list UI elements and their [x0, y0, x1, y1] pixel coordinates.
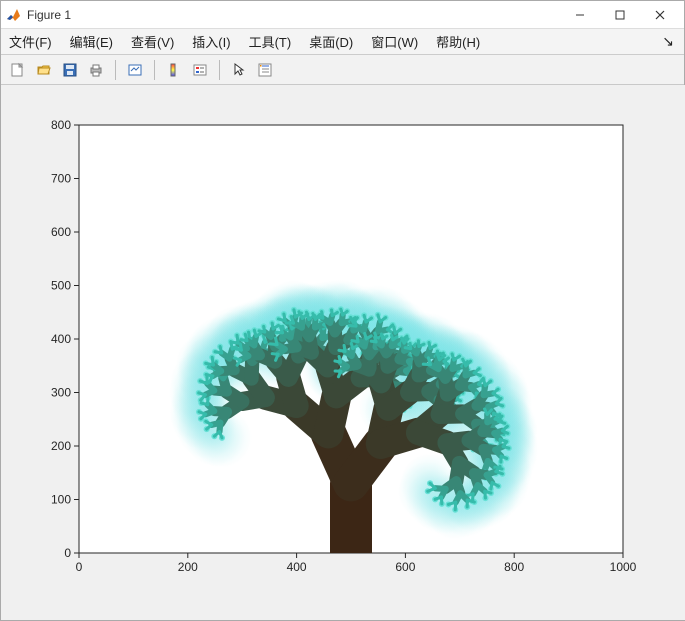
- svg-text:800: 800: [504, 560, 524, 574]
- svg-text:200: 200: [178, 560, 198, 574]
- menu-view[interactable]: 查看(V): [129, 30, 176, 53]
- plot-area: 0 200 400 600 800 1000 0 100 200 300 400 500 600 700 8…: [1, 85, 684, 620]
- figure-axes[interactable]: 0 200 400 600 800 1000 0 100 200 300 400 500 600 700 8…: [1, 85, 685, 620]
- toolbar: [1, 55, 684, 85]
- maximize-button[interactable]: [600, 1, 640, 29]
- matlab-logo-icon: [5, 7, 21, 23]
- menu-help[interactable]: 帮助(H): [434, 30, 482, 53]
- svg-text:500: 500: [51, 279, 71, 293]
- titlebar: Figure 1: [1, 1, 684, 29]
- minimize-button[interactable]: [560, 1, 600, 29]
- toolbar-separator: [115, 60, 116, 80]
- svg-text:800: 800: [51, 118, 71, 132]
- menu-desktop[interactable]: 桌面(D): [307, 30, 355, 53]
- svg-text:200: 200: [51, 439, 71, 453]
- colorbar-button[interactable]: [163, 59, 185, 81]
- new-figure-button[interactable]: [7, 59, 29, 81]
- legend-button[interactable]: [189, 59, 211, 81]
- menubar: 文件(F) 编辑(E) 查看(V) 插入(I) 工具(T) 桌面(D) 窗口(W…: [1, 29, 684, 55]
- inspect-button[interactable]: [254, 59, 276, 81]
- svg-text:0: 0: [64, 546, 71, 560]
- figure-window: Figure 1 文件(F) 编辑(E) 查看(V) 插入(I) 工具(T) 桌…: [0, 0, 685, 621]
- svg-text:600: 600: [51, 225, 71, 239]
- svg-text:0: 0: [76, 560, 83, 574]
- link-button[interactable]: [124, 59, 146, 81]
- menu-edit[interactable]: 编辑(E): [68, 30, 115, 53]
- svg-text:700: 700: [51, 172, 71, 186]
- svg-text:600: 600: [395, 560, 415, 574]
- menu-more-icon[interactable]: ↘: [658, 33, 678, 50]
- svg-text:400: 400: [287, 560, 307, 574]
- menu-window[interactable]: 窗口(W): [369, 30, 420, 53]
- open-button[interactable]: [33, 59, 55, 81]
- pointer-button[interactable]: [228, 59, 250, 81]
- print-button[interactable]: [85, 59, 107, 81]
- close-button[interactable]: [640, 1, 680, 29]
- toolbar-separator: [219, 60, 220, 80]
- svg-text:1000: 1000: [610, 560, 637, 574]
- save-button[interactable]: [59, 59, 81, 81]
- menu-tools[interactable]: 工具(T): [247, 30, 294, 53]
- svg-text:300: 300: [51, 386, 71, 400]
- toolbar-separator: [154, 60, 155, 80]
- menu-insert[interactable]: 插入(I): [190, 30, 232, 53]
- window-title: Figure 1: [27, 8, 560, 22]
- menu-file[interactable]: 文件(F): [7, 30, 54, 53]
- svg-text:400: 400: [51, 332, 71, 346]
- svg-text:100: 100: [51, 493, 71, 507]
